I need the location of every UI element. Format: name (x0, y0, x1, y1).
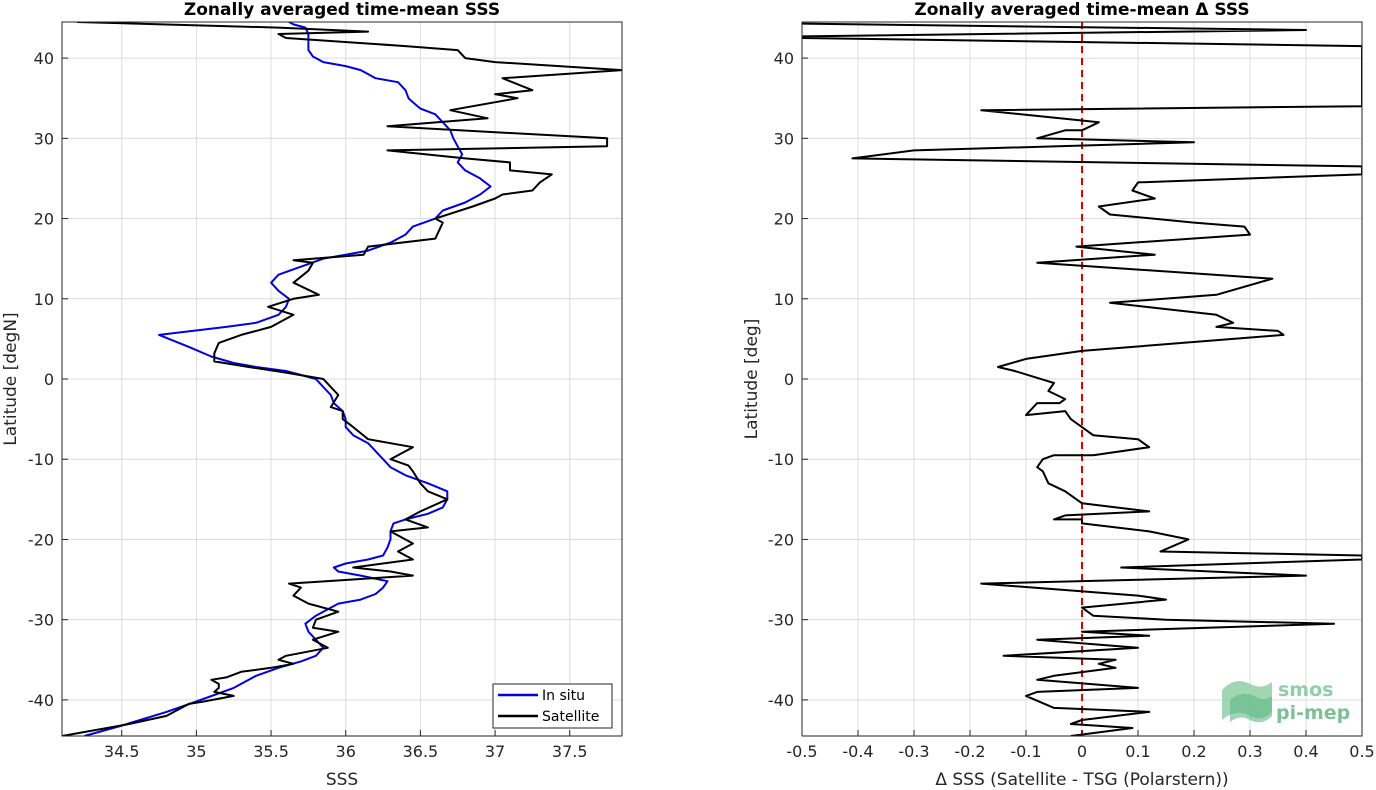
right-y-tick-label: -10 (768, 450, 794, 469)
logo-text-pi-mep: pi-mep (1276, 702, 1350, 724)
right-y-axis-label: Latitude [deg] (742, 319, 762, 440)
left-chart-panel: 34.5 35 35.5 36 36.5 37 37.5 -40 -30 -20 -10 0 10 20 3… (1, 0, 623, 790)
left-y-tick-label: 20 (34, 210, 54, 229)
right-x-tick-label: 0.5 (1349, 742, 1374, 761)
right-chart-title: Zonally averaged time-mean Δ SSS (914, 0, 1249, 20)
left-x-tick-label: 37.5 (552, 742, 588, 761)
right-y-tick-label: 20 (774, 210, 794, 229)
right-x-tick-label: 0.3 (1237, 742, 1262, 761)
right-x-axis-label: Δ SSS (Satellite - TSG (Polarstern)) (935, 770, 1228, 790)
left-y-tick-label: 0 (44, 370, 54, 389)
left-y-axis-label: Latitude [degN] (1, 312, 21, 445)
right-x-tick-label: -0.1 (1010, 742, 1041, 761)
legend-label-satellite: Satellite (542, 709, 599, 725)
smos-pi-mep-logo: smos pi-mep (1222, 679, 1350, 724)
right-y-tick-label: 30 (774, 129, 794, 148)
left-series-line-in-situ (84, 22, 492, 736)
left-x-tick-label: 35 (186, 742, 206, 761)
left-y-tick-label: -20 (28, 530, 54, 549)
left-y-tick-label: -10 (28, 450, 54, 469)
left-x-tick-label: 34.5 (104, 742, 140, 761)
legend-label-in-situ: In situ (542, 688, 585, 704)
logo-text-smos: smos (1278, 679, 1333, 701)
right-y-tick-label: 10 (774, 290, 794, 309)
right-series-group (802, 22, 1362, 736)
left-series-group (62, 22, 622, 736)
left-x-tick-label: 36.5 (403, 742, 439, 761)
right-series-line-delta-sss (802, 22, 1362, 736)
right-y-tick-label: 0 (784, 370, 794, 389)
left-chart-title: Zonally averaged time-mean SSS (184, 0, 500, 20)
left-y-tick-label: -40 (28, 691, 54, 710)
left-y-tick-label: 40 (34, 49, 54, 68)
right-x-tick-label: 0.4 (1293, 742, 1318, 761)
right-ticks: -0.5 -0.4 -0.3 -0.2 -0.1 0 0.1 0.2 0.3 0.4 0.5 -40 -… (768, 49, 1375, 761)
left-series-line-satellite (62, 22, 622, 736)
left-ticks: 34.5 35 35.5 36 36.5 37 37.5 -40 -30 -20 -10 0 10 20 3… (28, 49, 588, 761)
right-x-tick-label: 0.1 (1125, 742, 1150, 761)
right-y-tick-label: -20 (768, 530, 794, 549)
right-y-tick-label: -40 (768, 691, 794, 710)
left-y-tick-label: 10 (34, 290, 54, 309)
right-y-tick-label: 40 (774, 49, 794, 68)
left-x-tick-label: 37 (485, 742, 505, 761)
left-x-tick-label: 35.5 (253, 742, 289, 761)
right-x-tick-label: 0 (1077, 742, 1087, 761)
right-chart-panel: -0.5 -0.4 -0.3 -0.2 -0.1 0 0.1 0.2 0.3 0.4 0.5 -40 -… (742, 0, 1375, 790)
right-x-tick-label: -0.3 (898, 742, 929, 761)
right-x-tick-label: -0.5 (786, 742, 817, 761)
right-x-tick-label: -0.2 (954, 742, 985, 761)
left-y-tick-label: -30 (28, 611, 54, 630)
right-x-tick-label: 0.2 (1181, 742, 1206, 761)
left-x-tick-label: 36 (336, 742, 356, 761)
left-x-axis-label: SSS (326, 770, 358, 790)
right-y-tick-label: -30 (768, 611, 794, 630)
legend: In situ Satellite (492, 683, 613, 729)
right-x-tick-label: -0.4 (842, 742, 873, 761)
left-y-tick-label: 30 (34, 129, 54, 148)
